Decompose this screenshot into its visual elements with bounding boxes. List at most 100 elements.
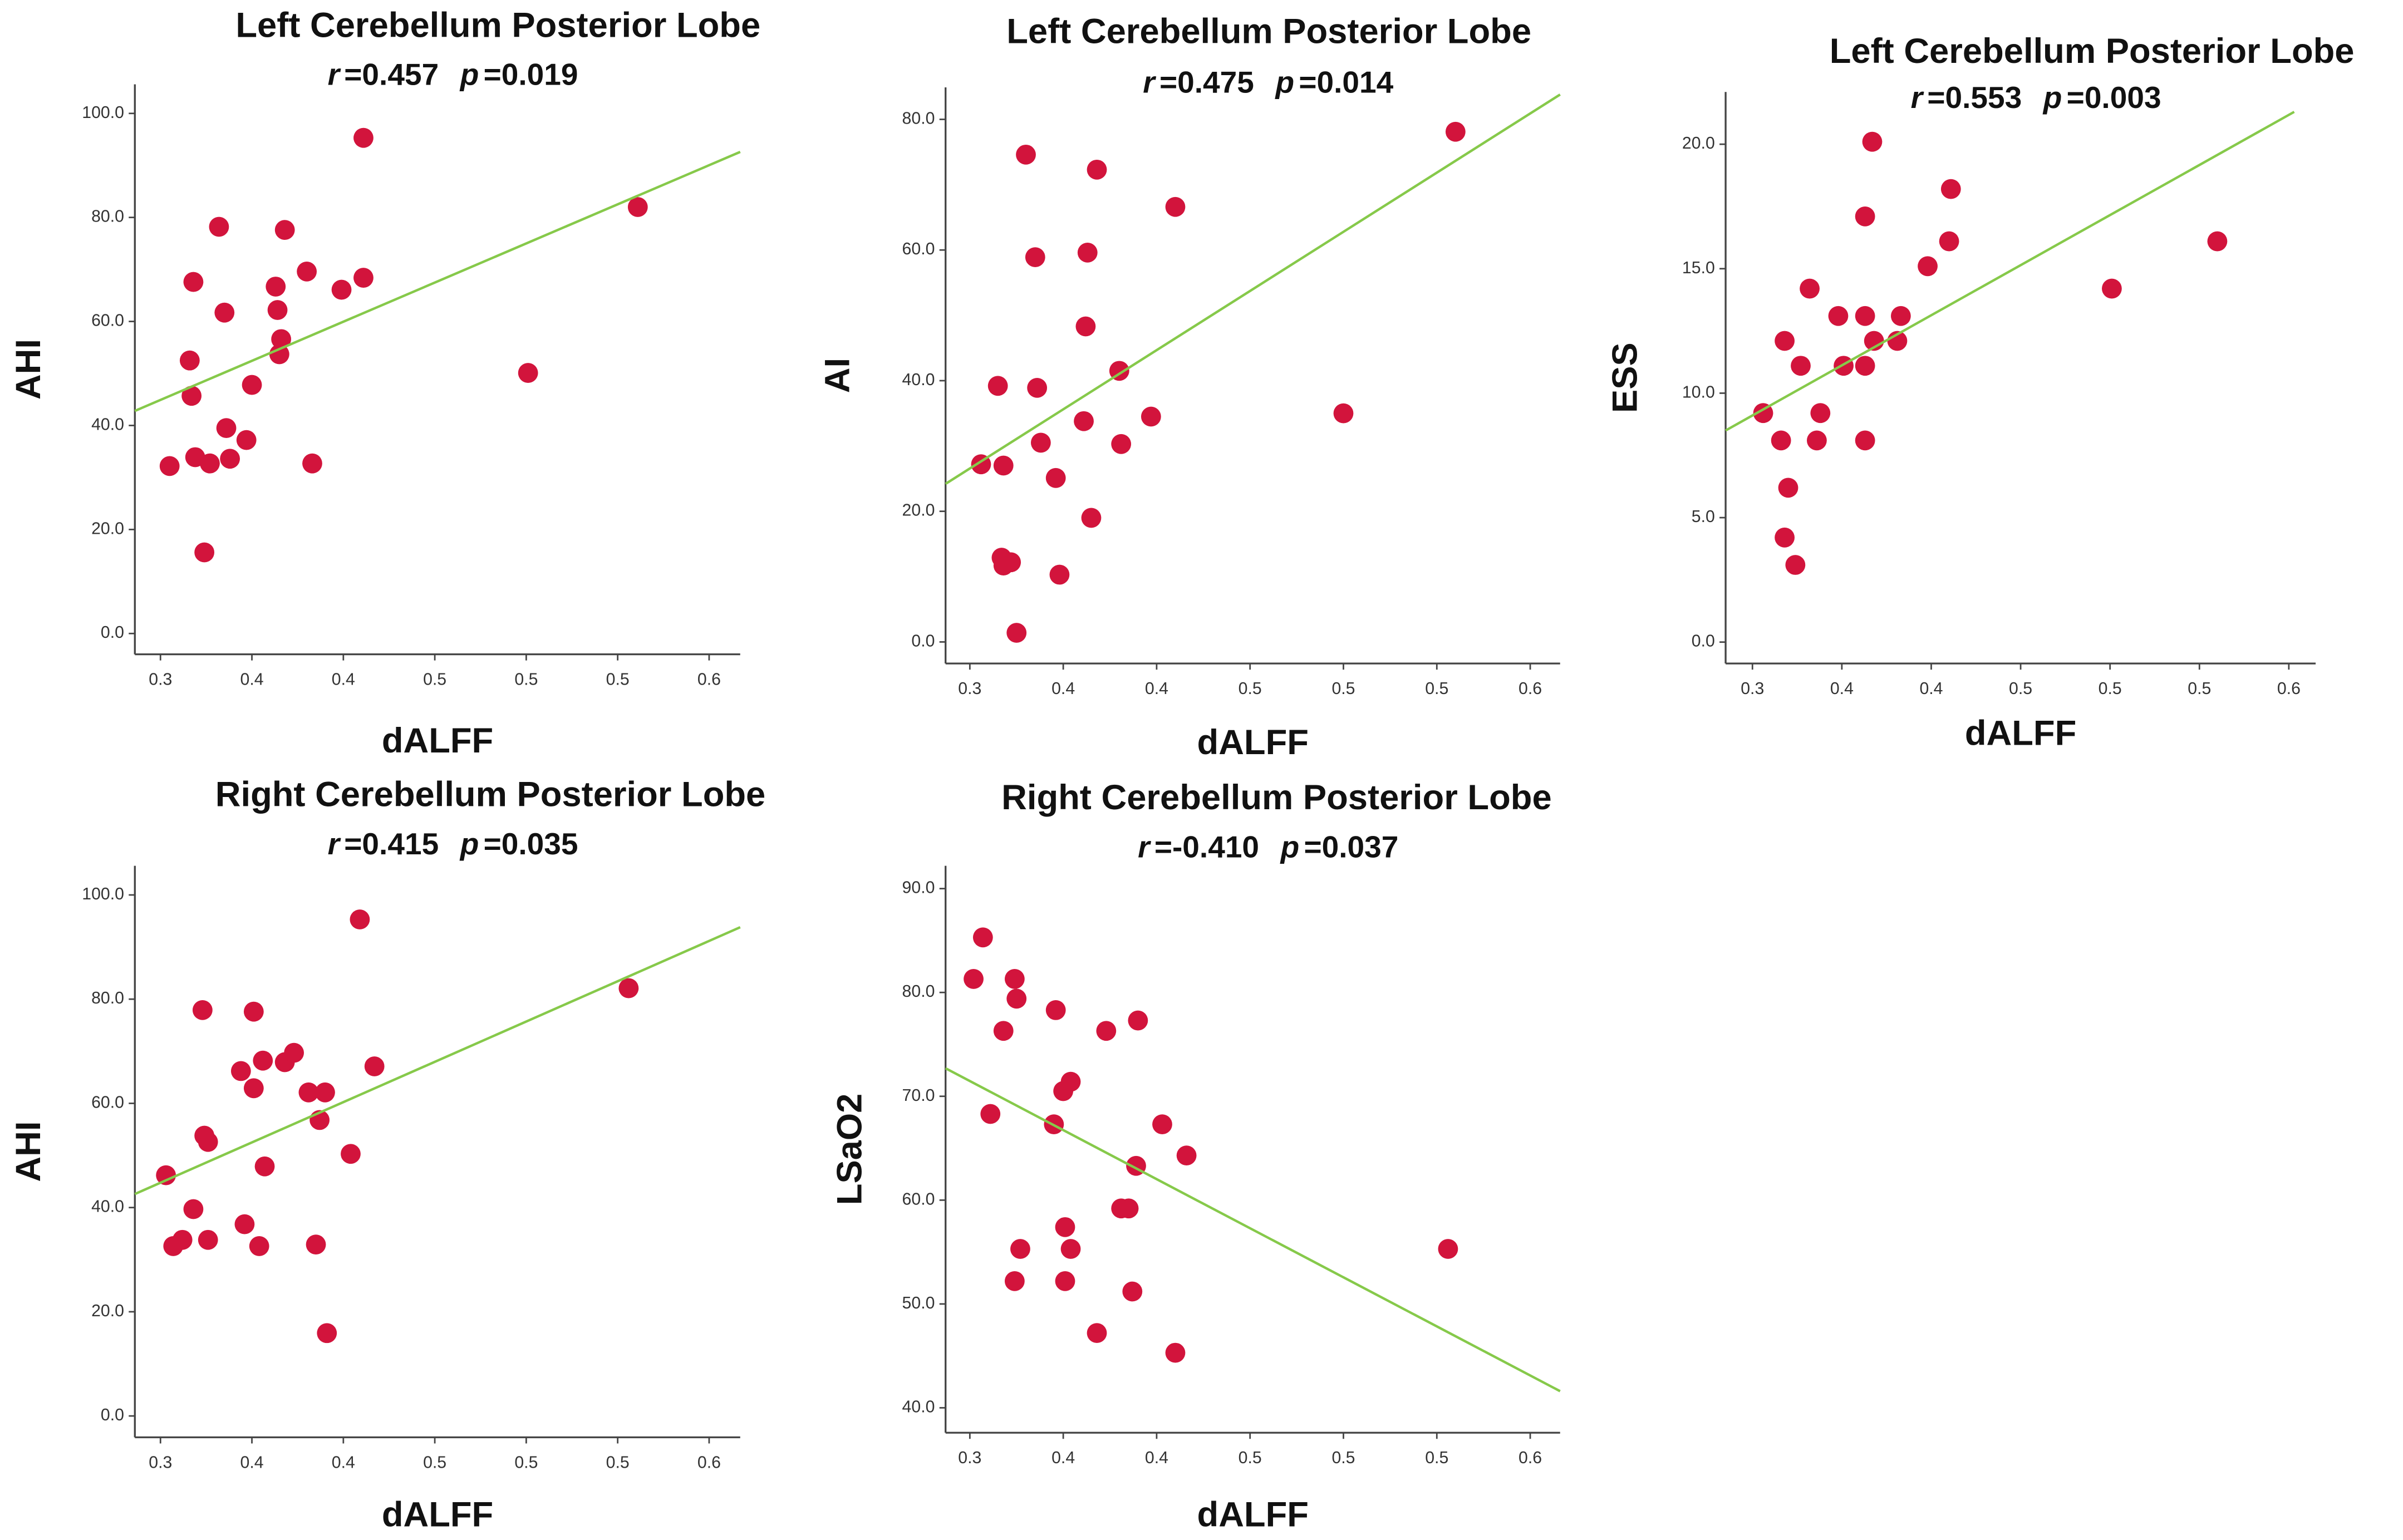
x-tick-label: 0.4 — [1145, 1449, 1168, 1467]
stat-symbol: p — [1280, 829, 1300, 864]
data-point — [993, 455, 1014, 476]
data-point — [1060, 1239, 1081, 1259]
data-point — [1333, 403, 1354, 424]
data-point — [249, 1236, 269, 1256]
data-point — [1060, 1071, 1081, 1092]
data-point — [243, 1001, 264, 1022]
data-point — [1010, 1239, 1030, 1259]
data-point — [1087, 159, 1107, 180]
data-point — [181, 386, 202, 406]
data-point — [1045, 468, 1066, 488]
data-point — [1027, 377, 1048, 398]
stat-value: =0.553 — [1927, 80, 2022, 115]
x-tick-label: 0.4 — [1145, 680, 1168, 698]
data-point — [302, 453, 322, 474]
data-point — [993, 1021, 1014, 1041]
x-tick-label: 0.3 — [149, 670, 172, 688]
data-point — [220, 449, 240, 469]
data-point — [297, 261, 317, 282]
data-point — [198, 1229, 218, 1250]
y-axis-label: AI — [818, 358, 857, 393]
y-tick-label: 80.0 — [91, 989, 124, 1007]
stats: r =0.415 p =0.035 — [328, 826, 578, 860]
data-point — [271, 329, 292, 350]
data-point — [341, 1144, 361, 1164]
x-tick-label: 0.5 — [1239, 1449, 1262, 1467]
y-tick-label: 5.0 — [1692, 508, 1715, 526]
data-point — [1111, 434, 1132, 454]
x-tick-label: 0.5 — [1331, 1449, 1355, 1467]
data-point — [156, 1165, 176, 1185]
stat-value: =0.003 — [2067, 80, 2161, 115]
data-point — [1077, 243, 1098, 263]
y-axis-label: AHI — [9, 1121, 48, 1182]
x-tick-label: 0.6 — [2277, 680, 2301, 698]
data-point — [243, 1078, 264, 1099]
data-point — [618, 978, 639, 998]
data-point — [1438, 1239, 1458, 1259]
stat-symbol: r — [1143, 65, 1156, 99]
stat-value: =0.457 — [344, 57, 439, 91]
data-point — [1855, 356, 1875, 376]
scatter-panel: 40.0 50.0 60.0 70.0 80.0 90.0 0.3 0.4 0.4 0.5 0.5 0… — [831, 778, 1561, 1534]
data-point — [331, 279, 352, 300]
y-axis-label: ESS — [1606, 342, 1645, 413]
data-point — [1025, 247, 1045, 268]
scatter-panel: 0.0 20.0 40.0 60.0 80.0 100.0 0.3 0.4 0.4 0.5 0.5 0… — [9, 775, 765, 1534]
data-point — [1152, 1114, 1172, 1135]
chart-title: Left Cerebellum Posterior Lobe — [1830, 32, 2355, 71]
y-tick-label: 90.0 — [902, 879, 935, 897]
y-tick-label: 0.0 — [1692, 632, 1715, 651]
x-tick-label: 0.5 — [606, 1453, 630, 1472]
x-tick-label: 0.5 — [1331, 680, 1355, 698]
chart-title: Left Cerebellum Posterior Lobe — [1006, 12, 1531, 51]
x-tick-label: 0.6 — [697, 1453, 721, 1472]
data-point — [269, 344, 289, 365]
scatter-panel: 0.0 20.0 40.0 60.0 80.0 100.0 0.3 0.4 0.4 0.5 0.5 0… — [9, 6, 760, 760]
data-point — [964, 969, 984, 989]
y-axis-label: LSaO2 — [831, 1094, 869, 1206]
y-tick-label: 20.0 — [91, 519, 124, 538]
data-point — [353, 127, 374, 148]
data-point — [159, 456, 180, 476]
data-point — [1004, 1271, 1025, 1291]
data-point — [1165, 1342, 1186, 1363]
data-point — [1030, 432, 1051, 453]
data-point — [200, 453, 220, 474]
x-axis-label: dALFF — [382, 721, 493, 760]
stat-symbol: p — [1274, 65, 1294, 99]
data-point — [183, 272, 204, 292]
data-point — [1096, 1021, 1117, 1041]
data-point — [2101, 278, 2122, 299]
data-point — [1810, 403, 1831, 424]
data-point — [1855, 306, 1875, 326]
fit-line — [945, 94, 1561, 485]
y-tick-label: 0.0 — [911, 632, 935, 650]
data-point — [1939, 231, 1959, 252]
data-point — [230, 1061, 251, 1081]
data-point — [1074, 411, 1094, 431]
data-point — [216, 418, 237, 439]
data-point — [1918, 256, 1938, 277]
y-axis-label: AHI — [9, 339, 48, 400]
y-tick-label: 0.0 — [101, 1406, 124, 1424]
data-point — [1862, 131, 1883, 152]
stat-symbol: r — [328, 826, 341, 860]
data-point — [1785, 555, 1806, 575]
data-point — [1165, 196, 1186, 217]
stat-symbol: p — [459, 57, 479, 91]
stat-symbol: p — [2042, 80, 2062, 115]
x-tick-label: 0.4 — [332, 670, 355, 688]
fit-line — [134, 150, 741, 412]
y-tick-label: 60.0 — [902, 1190, 935, 1208]
y-tick-label: 10.0 — [1682, 383, 1715, 401]
y-tick-label: 70.0 — [902, 1086, 935, 1105]
data-point — [1176, 1145, 1197, 1166]
y-tick-label: 20.0 — [1682, 134, 1715, 152]
x-tick-label: 0.6 — [1519, 680, 1542, 698]
x-tick-label: 0.5 — [2009, 680, 2032, 698]
y-tick-label: 0.0 — [101, 623, 124, 642]
data-point — [518, 363, 538, 383]
